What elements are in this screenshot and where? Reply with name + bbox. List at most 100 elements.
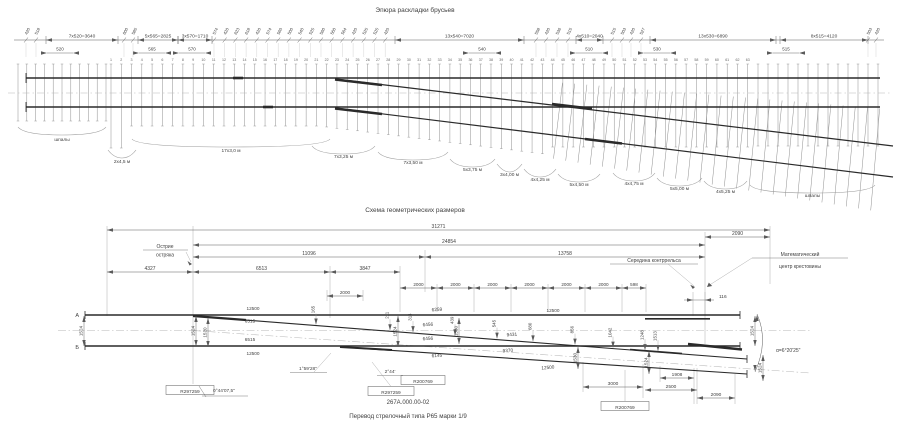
- sleeper-number: 49: [602, 58, 606, 62]
- arrowhead: [431, 286, 437, 290]
- arrowhead: [764, 228, 770, 232]
- sleeper-slanted: [772, 100, 783, 195]
- sleeper-group-label: 7х3,25 м: [334, 154, 353, 160]
- arrowhead: [357, 294, 363, 298]
- sleeper-number: 29: [397, 58, 401, 62]
- sleeper-slanted: [760, 99, 771, 193]
- arrowhead: [647, 368, 651, 374]
- sleeper-number: 53: [643, 58, 647, 62]
- sleeper-number: 37: [479, 58, 483, 62]
- sleeper-number: 44: [551, 58, 555, 62]
- rail-length-label: 12500: [246, 306, 259, 311]
- gauge-label: 1524: [393, 326, 398, 337]
- drawing-line: [254, 37, 259, 43]
- arrowhead: [193, 270, 199, 274]
- arrowhead: [495, 51, 501, 55]
- sleeper-number: 16: [263, 58, 267, 62]
- drawing-line: [873, 37, 879, 43]
- sleeper-number: 63: [746, 58, 750, 62]
- arrowhead: [583, 385, 589, 389]
- branch-rail: [334, 78, 894, 147]
- dimension-label: 2000: [340, 290, 351, 295]
- sleeper-number: 17: [273, 58, 277, 62]
- sleeper-number: 27: [376, 58, 380, 62]
- sleeper-slanted: [870, 108, 880, 211]
- offset-label: 211: [385, 311, 390, 319]
- arrowhead: [697, 396, 703, 400]
- sleeper-group-label: 5х4,50 м: [569, 182, 588, 188]
- sleeper-slanted: [711, 95, 722, 185]
- sleeper-number: 3: [131, 58, 133, 62]
- drawing-line: [233, 37, 238, 43]
- timber-gap-label: 560: [318, 26, 326, 35]
- arrowhead: [753, 340, 757, 346]
- timber-gap-label: 515: [565, 26, 573, 35]
- arrowhead: [548, 286, 554, 290]
- arrowhead: [41, 51, 47, 55]
- arrowhead: [330, 270, 336, 274]
- sleeper-number: 21: [314, 58, 318, 62]
- group-brace: [449, 158, 496, 168]
- sleeper-number: 1: [110, 58, 112, 62]
- group-brace: [703, 180, 748, 190]
- arrowhead: [474, 286, 480, 290]
- sleeper-slanted: [748, 98, 758, 191]
- drawing-line: [185, 251, 192, 263]
- sleeper-number: 34: [448, 58, 452, 62]
- switch-blade: [339, 346, 393, 351]
- sleeper-number: 20: [304, 58, 308, 62]
- sleeper-group-label: шпалы: [54, 138, 70, 143]
- gauge-label: 1530: [573, 352, 578, 363]
- offset-label: 439: [450, 316, 455, 324]
- drawing-line: [383, 37, 388, 43]
- sleeper-number: 30: [407, 58, 411, 62]
- offset-label: 1248: [640, 330, 645, 340]
- sleeper-number: 7: [172, 58, 174, 62]
- sleeper-number: 13: [232, 58, 236, 62]
- rail-length-label: 6515: [245, 319, 256, 324]
- sleeper-number: 61: [725, 58, 729, 62]
- dimension-label: 2500: [666, 384, 677, 390]
- arrowhead: [314, 318, 318, 325]
- dimension-label: 3000: [608, 381, 619, 387]
- top-diagram-title: Эпюра раскладки брусьев: [375, 6, 455, 14]
- sleeper-slanted: [785, 101, 795, 197]
- sleeper-number: 59: [705, 58, 709, 62]
- dimension-label: 116: [719, 294, 727, 300]
- drawing-line: [371, 361, 392, 387]
- sleeper-slanted: [846, 106, 856, 207]
- dimension-label: 6513: [256, 266, 267, 272]
- dimension-label: 3847: [359, 266, 370, 272]
- frog: [687, 342, 743, 351]
- radius-label: R297259: [381, 390, 401, 396]
- sleeper-group-label: шпалы: [805, 194, 821, 199]
- arrowhead: [761, 355, 765, 361]
- timber-gap-label: 527: [638, 26, 646, 35]
- sleeper-slanted: [614, 87, 624, 169]
- arrowhead: [324, 270, 330, 274]
- arrowhead: [640, 286, 646, 290]
- drawing-line: [211, 37, 217, 43]
- arrowhead: [419, 255, 425, 259]
- arrowhead: [637, 385, 643, 389]
- group-brace: [612, 172, 656, 182]
- gauge-label: 1524: [644, 357, 649, 368]
- sleeper-number: 36: [468, 58, 472, 62]
- callout-frog-center: Математический: [781, 251, 820, 258]
- drawing-line: [533, 37, 539, 43]
- rail-length-label: 9370: [503, 348, 514, 354]
- timber-gap-label: 525: [361, 26, 369, 35]
- sleeper-number: 6: [161, 58, 163, 62]
- arrowhead: [388, 324, 392, 331]
- arrowhead: [437, 286, 443, 290]
- arrowhead: [576, 347, 580, 353]
- angle-label: 2°44': [385, 369, 396, 375]
- arrowhead: [585, 286, 591, 290]
- gauge-label: 1524: [191, 325, 196, 336]
- rail-length-label: 6145: [432, 353, 443, 359]
- sleeper-slanted: [724, 96, 734, 187]
- radius-label: R297259: [180, 389, 200, 395]
- sleeper-number: 38: [489, 58, 493, 62]
- sleeper-number: 33: [438, 58, 442, 62]
- drawing-line: [297, 37, 302, 43]
